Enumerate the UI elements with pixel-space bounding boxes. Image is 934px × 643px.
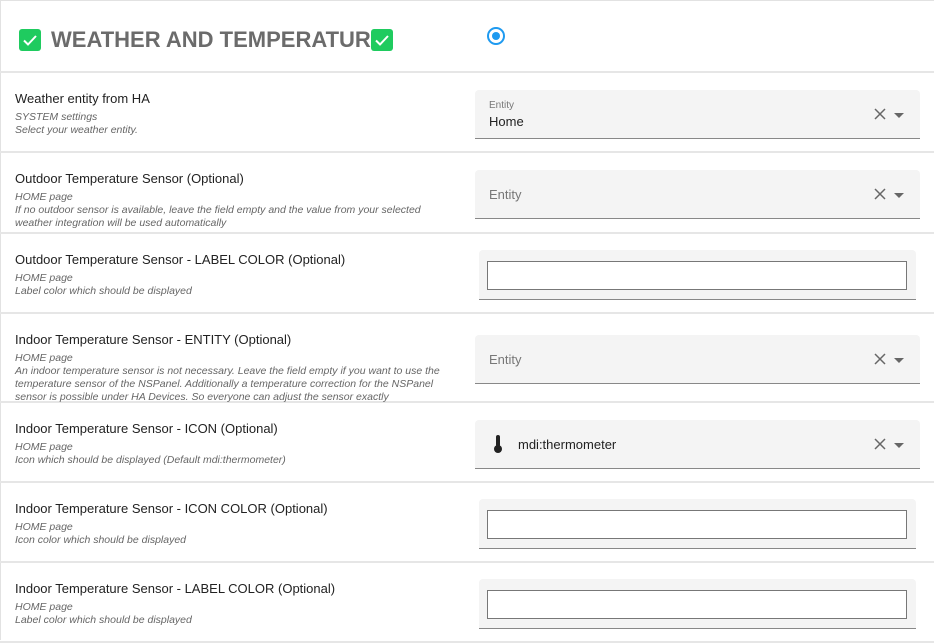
row-label: Indoor Temperature Sensor - ICON COLOR (… [15,501,328,516]
row-label: Indoor Temperature Sensor - ICON (Option… [15,421,278,436]
row-description-line: Label color which should be displayed [15,614,192,626]
row-description-line: HOME page [15,521,73,533]
select-placeholder: Entity [489,187,522,202]
row-description-line: HOME page [15,441,73,453]
clear-icon[interactable] [874,188,886,200]
indoor-temp-entity-select[interactable]: Entity [475,335,920,384]
clear-icon[interactable] [874,353,886,365]
row-description: HOME page Label color which should be dis… [15,601,460,627]
row-description: HOME page Icon color which should be disp… [15,521,460,547]
icon-value: mdi:thermometer [518,437,617,452]
section-title: WEATHER AND TEMPERATURE [51,27,386,52]
setting-row-indoor-temp-entity: Indoor Temperature Sensor - ENTITY (Opti… [0,314,934,403]
row-description-line: SYSTEM settings [15,111,98,123]
checkbox-icon [19,29,41,51]
indoor-label-color-input[interactable] [487,590,907,619]
indoor-temp-icon-picker[interactable]: mdi:thermometer [475,420,920,469]
row-label: Weather entity from HA [15,91,150,106]
row-description-line: Icon which should be displayed (Default … [15,454,286,466]
dropdown-arrow-icon[interactable] [894,443,904,448]
weather-entity-select[interactable]: Entity Home [475,90,920,139]
setting-row-outdoor-label-color: Outdoor Temperature Sensor - LABEL COLOR… [0,234,934,314]
row-description: HOME page Label color which should be dis… [15,272,460,298]
outdoor-label-color-field [479,250,916,300]
indoor-icon-color-input[interactable] [487,510,907,539]
row-description-line: Icon color which should be displayed [15,534,187,546]
row-description-line: HOME page [15,191,73,203]
setting-row-outdoor-temp-sensor: Outdoor Temperature Sensor (Optional) HOM… [0,153,934,234]
thermometer-icon [494,435,502,453]
section-header: WEATHER AND TEMPERATURE [0,0,934,73]
row-description-line: Label color which should be displayed [15,285,192,297]
row-description-line: HOME page [15,272,73,284]
dropdown-arrow-icon[interactable] [894,113,904,118]
setting-row-indoor-label-color: Indoor Temperature Sensor - LABEL COLOR … [0,563,934,643]
row-description-line: Select your weather entity. [15,124,138,136]
outdoor-temp-sensor-select[interactable]: Entity [475,170,920,219]
row-description-line: If no outdoor sensor is available, leave… [15,204,421,229]
select-value: Home [489,114,524,129]
row-description: SYSTEM settings Select your weather entit… [15,111,460,137]
row-description: HOME page An indoor temperature sensor is… [15,352,460,404]
row-label: Outdoor Temperature Sensor (Optional) [15,171,244,186]
row-label: Indoor Temperature Sensor - ENTITY (Opti… [15,332,292,347]
row-description-line: An indoor temperature sensor is not nece… [15,365,440,403]
dropdown-arrow-icon[interactable] [894,193,904,198]
row-label: Indoor Temperature Sensor - LABEL COLOR … [15,581,336,596]
setting-row-indoor-icon-color: Indoor Temperature Sensor - ICON COLOR (… [0,483,934,563]
checkbox-icon [371,29,393,51]
setting-row-weather-entity: Weather entity from HA SYSTEM settings Sel… [0,73,934,153]
setting-row-indoor-temp-icon: Indoor Temperature Sensor - ICON (Option… [0,403,934,483]
dropdown-arrow-icon[interactable] [894,358,904,363]
row-description-line: HOME page [15,352,73,364]
outdoor-label-color-input[interactable] [487,261,907,290]
row-description-line: HOME page [15,601,73,613]
clear-icon[interactable] [874,438,886,450]
section-radio-button[interactable] [487,27,505,45]
indoor-label-color-field [479,579,916,629]
indoor-icon-color-field [479,499,916,549]
row-description: HOME page If no outdoor sensor is availab… [15,191,460,230]
select-floating-label: Entity [489,100,515,111]
select-placeholder: Entity [489,352,522,367]
row-description: HOME page Icon which should be displayed … [15,441,460,467]
clear-icon[interactable] [874,108,886,120]
row-label: Outdoor Temperature Sensor - LABEL COLOR… [15,252,346,267]
